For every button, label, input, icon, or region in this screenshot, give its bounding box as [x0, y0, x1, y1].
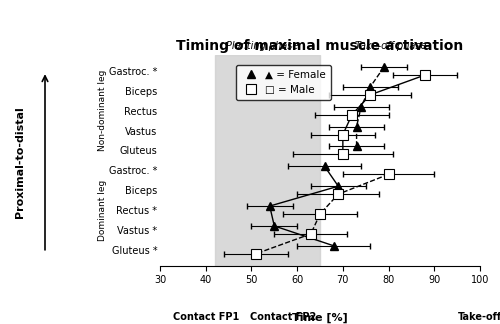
Text: Proximal-to-distal: Proximal-to-distal [15, 106, 25, 218]
Bar [215, 55, 320, 266]
X-axis label: Time [%]: Time [%] [292, 313, 348, 323]
Text: Take-off: Take-off [458, 312, 500, 322]
Text: Contact FP2: Contact FP2 [250, 312, 316, 322]
Title: Timing of maximal muscle activation: Timing of maximal muscle activation [176, 39, 464, 52]
Text: Take-off phase: Take-off phase [354, 41, 426, 51]
Legend: ▲ = Female, □ = Male: ▲ = Female, □ = Male [236, 64, 330, 100]
Text: Contact FP1: Contact FP1 [172, 312, 239, 322]
Text: Planting phase: Planting phase [226, 41, 298, 51]
Text: Dominant leg: Dominant leg [98, 179, 107, 241]
Text: Non-dominant leg: Non-dominant leg [98, 70, 107, 151]
